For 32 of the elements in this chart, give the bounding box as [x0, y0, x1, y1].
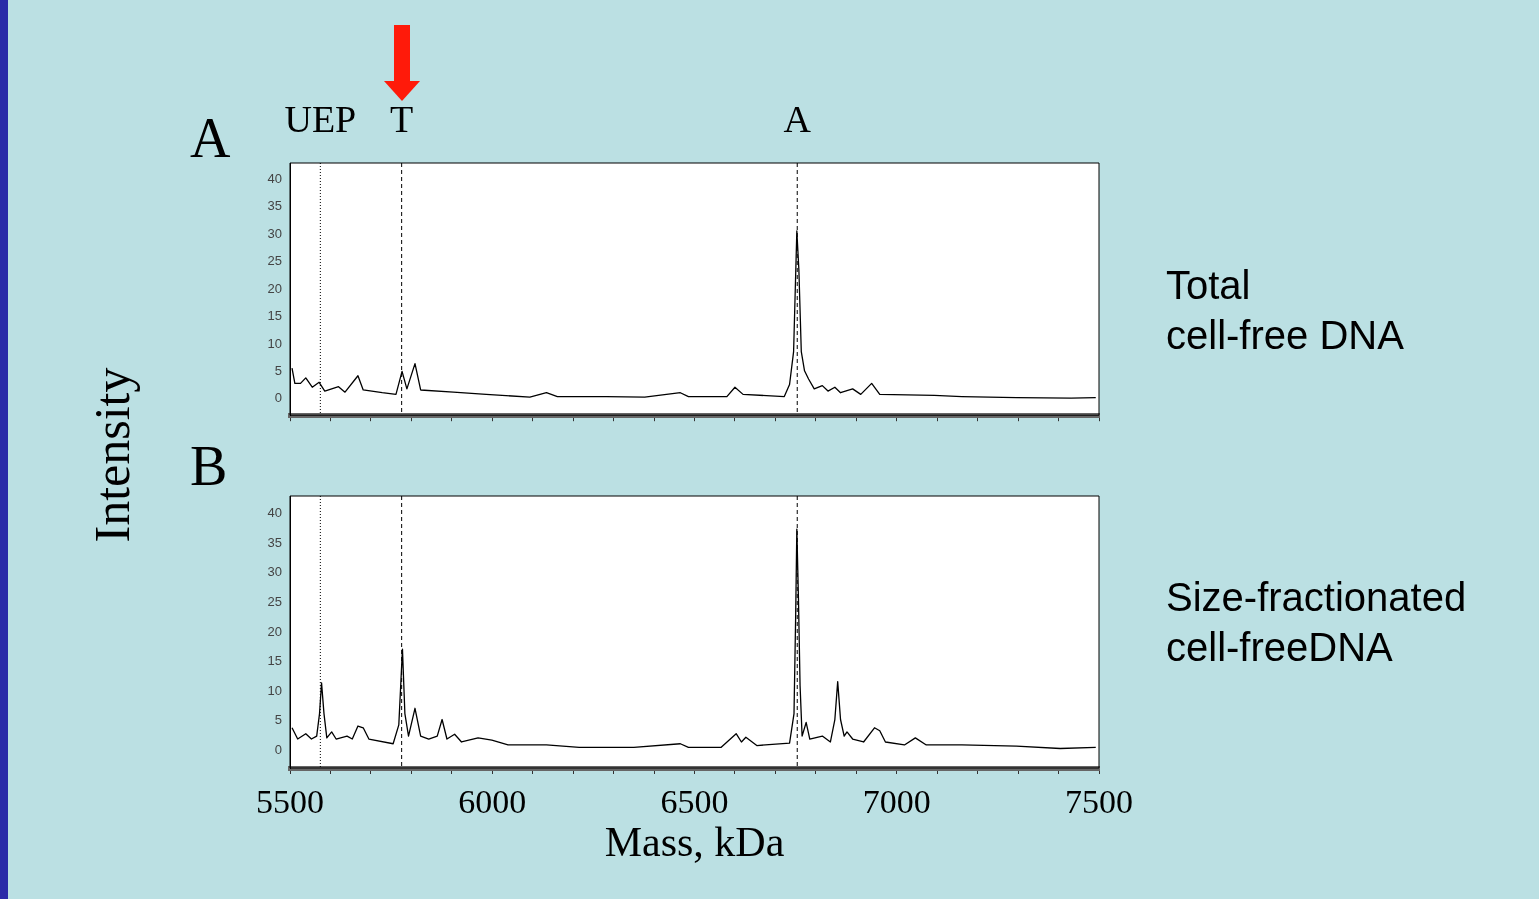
y-tick-label: 10 [267, 682, 282, 698]
y-tick-label: 15 [267, 308, 282, 324]
y-tick-label: 0 [274, 390, 282, 406]
x-tick-label: 6000 [458, 783, 527, 821]
ref-line-label: UEP [284, 97, 357, 140]
ref-line-label: A [783, 97, 812, 140]
y-tick-label: 25 [267, 253, 282, 269]
chart-title: A [190, 107, 231, 169]
y-tick-label: 35 [267, 198, 282, 214]
y-tick-label: 15 [267, 653, 282, 669]
y-tick-label: 25 [267, 594, 282, 610]
y-tick-label: 20 [267, 280, 282, 296]
y-tick-label: 30 [267, 225, 282, 241]
y-axis-title: Intensity [84, 367, 140, 543]
y-tick-label: 40 [267, 505, 282, 521]
text: Size-fractionated cell-freeDNA [1166, 574, 1467, 671]
y-tick-label: 5 [274, 712, 282, 728]
y-tick-label: 5 [274, 362, 282, 378]
y-tick-label: 40 [267, 171, 282, 187]
x-axis-title: Mass, kDa [604, 818, 785, 865]
y-tick-label: 20 [267, 623, 282, 639]
chart-title: B [190, 435, 228, 497]
y-tick-label: 35 [267, 534, 282, 550]
text: Total cell-free DNA [1166, 262, 1404, 359]
y-tick-label: 30 [267, 564, 282, 580]
y-tick-label: 0 [274, 741, 282, 757]
ref-line-label: T [390, 97, 414, 140]
x-tick-label: 6500 [660, 783, 729, 821]
y-tick-label: 10 [267, 335, 282, 351]
x-tick-label: 7500 [1065, 783, 1133, 821]
x-tick-label: 7000 [862, 783, 931, 821]
x-tick-label: 5500 [256, 783, 324, 821]
